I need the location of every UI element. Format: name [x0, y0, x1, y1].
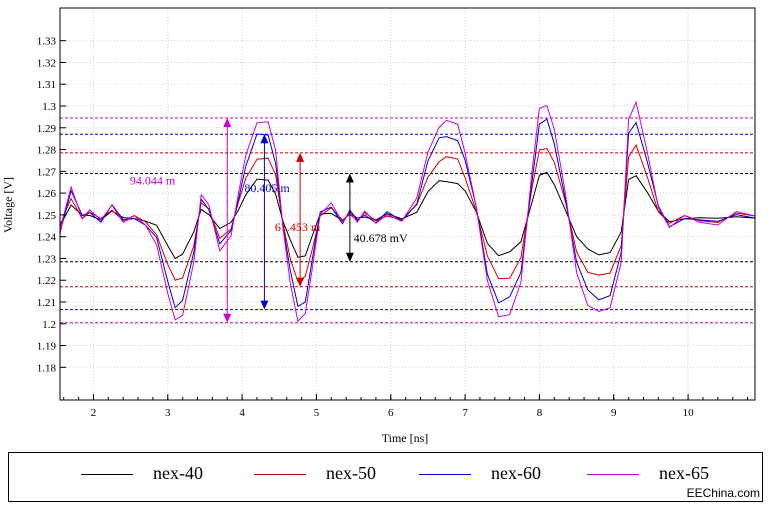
x-axis-label: Time [ns]: [382, 431, 429, 445]
legend-swatch-nex-50: [254, 474, 306, 475]
axes: 2 3 4 5 6 7 8 9 10 1.18 1.19 1.2 1.21 1.22 1.23 1.24 1.2…: [37, 7, 756, 419]
series-line-nex-60: [59, 118, 756, 309]
x-tick-label: 4: [239, 407, 245, 419]
x-tick-label: 7: [462, 407, 468, 419]
legend-swatch-nex-60: [419, 474, 471, 475]
y-tick-label: 1.29: [37, 123, 57, 135]
annotation-label: 94.044 m: [130, 173, 176, 187]
x-tick-label: 9: [611, 407, 617, 419]
arrow-head-down-nex-50: [296, 277, 305, 287]
y-tick-label: 1.32: [37, 57, 56, 69]
arrow-head-down-nex-40: [345, 252, 354, 262]
y-tick-label: 1.19: [37, 341, 57, 353]
x-tick-label: 5: [314, 407, 320, 419]
x-tick-label: 2: [91, 407, 97, 419]
watermark-text: EEChina.com: [686, 486, 760, 500]
x-tick-label: 10: [683, 407, 695, 419]
arrow-head-up-nex-60: [260, 134, 269, 144]
arrow-head-down-nex-65: [223, 313, 232, 323]
reference-lines: [60, 117, 755, 324]
legend-label-nex-60: nex-60: [491, 463, 541, 483]
series-line-nex-50: [59, 143, 756, 283]
arrow-head-down-nex-60: [260, 300, 269, 310]
annotation-label: 40.678 mV: [354, 231, 408, 245]
y-tick-label: 1.24: [37, 232, 57, 244]
y-tick-label: 1.22: [37, 275, 56, 287]
plot-frame: [59, 7, 756, 401]
x-tick-label: 6: [388, 407, 394, 419]
y-tick-label: 1.2: [42, 319, 56, 331]
arrow-head-up-nex-40: [345, 173, 354, 183]
legend-label-nex-65: nex-65: [659, 463, 709, 483]
y-tick-label: 1.25: [37, 210, 57, 222]
legend-swatch-nex-65: [587, 474, 639, 475]
y-tick-label: 1.28: [37, 145, 57, 157]
y-tick-label: 1.33: [37, 36, 57, 48]
y-tick-label: 1.27: [37, 166, 57, 178]
arrow-head-up-nex-65: [223, 117, 232, 127]
y-tick-label: 1.18: [37, 362, 57, 374]
y-tick-label: 1.3: [42, 101, 56, 113]
y-tick-label: 1.23: [37, 253, 57, 265]
legend-label-nex-50: nex-50: [326, 463, 376, 483]
y-tick-label: 1.31: [37, 79, 56, 91]
series-lines: [59, 100, 756, 323]
y-axis-label: Voltage [V]: [1, 177, 15, 233]
grid: [60, 8, 755, 400]
measurement-arrows: 94.044 m 80.405 m 61.453 m 40.678 mV: [130, 117, 408, 323]
annotation-label: 61.453 m: [275, 220, 321, 234]
legend-swatch-nex-40: [81, 474, 133, 475]
y-tick-label: 1.26: [37, 188, 57, 200]
series-line-nex-65: [59, 100, 756, 323]
legend: nex-40 nex-50 nex-60 nex-65: [8, 452, 763, 502]
y-tick-label: 1.21: [37, 297, 56, 309]
x-tick-label: 3: [165, 407, 171, 419]
annotation-label: 80.405 m: [244, 181, 290, 195]
arrow-head-up-nex-50: [296, 152, 305, 162]
voltage-chart: 94.044 m 80.405 m 61.453 m 40.678 mV 2 3 4 5 6 7…: [1, 7, 756, 445]
x-tick-label: 8: [537, 407, 543, 419]
series-line-nex-40: [59, 171, 756, 260]
legend-label-nex-40: nex-40: [153, 463, 203, 483]
